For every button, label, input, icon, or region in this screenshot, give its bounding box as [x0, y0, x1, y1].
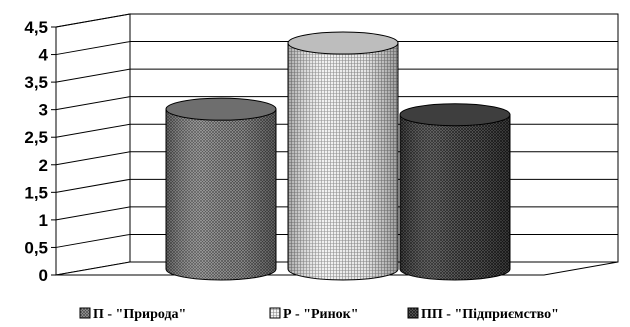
legend-label: П - "Природа"	[93, 307, 186, 322]
y-tick-label: 0	[39, 266, 48, 285]
legend-label: ПП - "Підприємство"	[421, 307, 559, 322]
bar-shading	[288, 43, 398, 280]
legend-swatch	[79, 307, 91, 319]
gridline-side	[55, 96, 131, 111]
gridline-side	[55, 206, 131, 221]
gridline-side	[55, 233, 131, 248]
y-tick-label: 2	[39, 156, 48, 175]
bar-3	[399, 103, 511, 281]
gridline-side	[55, 68, 131, 83]
bar-top	[165, 97, 277, 121]
legend-swatch	[269, 307, 281, 319]
y-tick-label: 1,5	[24, 183, 48, 202]
y-tick-label: 1	[39, 211, 48, 230]
bar-2	[287, 31, 399, 281]
bars	[165, 31, 511, 281]
gridline-side	[55, 123, 131, 138]
y-axis: 0 0,5 1 1,5 2 2,5 3 3,5 4 4,5	[24, 18, 57, 285]
gridline-side	[55, 41, 131, 56]
legend-entry-2: Р - "Ринок"	[269, 307, 359, 322]
bar-shading	[400, 114, 510, 280]
bar-1	[165, 97, 277, 281]
bar-shading	[166, 109, 276, 280]
legend-label: Р - "Ринок"	[283, 307, 359, 322]
gridline-side	[55, 13, 131, 28]
bar-top	[399, 103, 511, 127]
gridline-side	[55, 151, 131, 166]
y-tick-label: 3,5	[24, 73, 48, 92]
legend-entry-1: П - "Природа"	[79, 307, 186, 322]
y-tick-label: 4	[39, 46, 49, 65]
legend-entry-3: ПП - "Підприємство"	[407, 307, 559, 322]
legend-swatch	[407, 307, 419, 319]
y-tick-label: 4,5	[24, 18, 48, 37]
gridline-side	[55, 178, 131, 193]
bar-top	[287, 31, 399, 55]
y-tick-label: 0,5	[24, 238, 48, 257]
legend: П - "Природа" Р - "Ринок" ПП - "Підприємст…	[79, 307, 559, 322]
y-tick-label: 3	[39, 101, 48, 120]
left-wall	[55, 13, 131, 276]
y-tick-label: 2,5	[24, 128, 48, 147]
